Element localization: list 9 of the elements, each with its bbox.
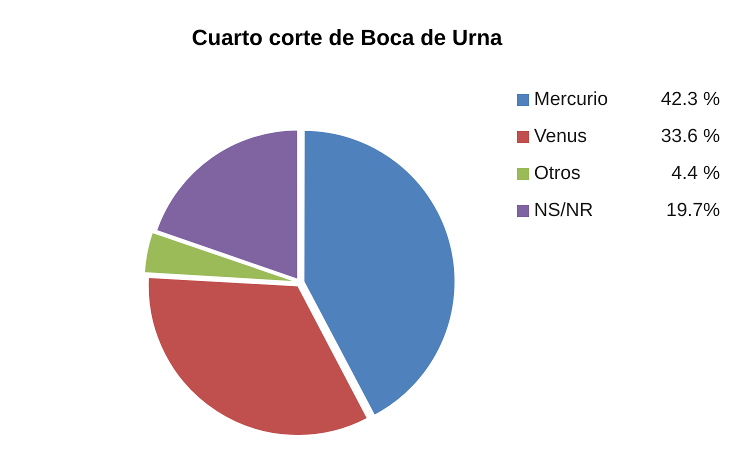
data-label: 19.7%	[666, 200, 720, 222]
legend-label: Venus	[534, 126, 587, 148]
data-label: 4.4 %	[671, 163, 720, 184]
data-label: 33.6 %	[660, 126, 720, 148]
legend-label: NS/NR	[534, 200, 594, 222]
data-label: 42.3 %	[660, 89, 720, 110]
legend-label: Otros	[534, 163, 580, 184]
legend-label: Mercurio	[534, 89, 608, 110]
chart-title: Cuarto corte de Boca de Urna	[192, 25, 504, 50]
